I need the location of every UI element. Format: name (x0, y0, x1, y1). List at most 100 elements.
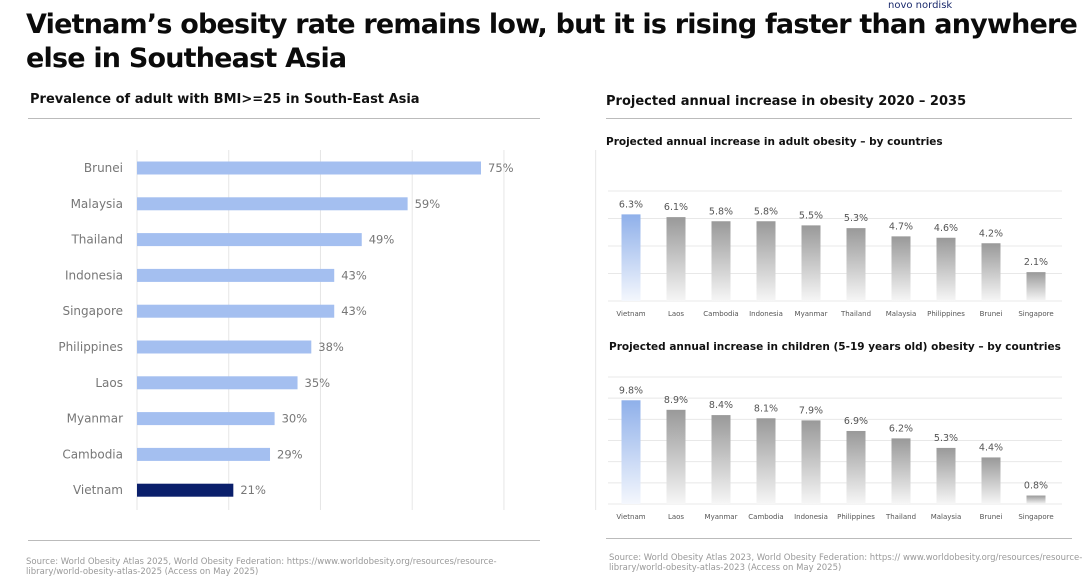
category-label: Vietnam (73, 483, 123, 497)
bar (981, 243, 1001, 301)
bar (756, 221, 776, 301)
bar (846, 430, 866, 504)
left-heading-rule (28, 118, 540, 119)
data-label: 6.3% (619, 199, 643, 210)
data-label: 75% (488, 161, 514, 175)
category-label: Laos (668, 513, 684, 521)
left-source: Source: World Obesity Atlas 2025, World … (26, 557, 497, 577)
bar (137, 340, 312, 354)
right-source-line: Source: World Obesity Atlas 2023, World … (609, 553, 1083, 563)
bar (137, 412, 275, 426)
category-label: Cambodia (703, 310, 738, 318)
data-label: 7.9% (799, 405, 823, 416)
category-label: Philippines (927, 310, 965, 318)
bar (711, 415, 731, 504)
right-source-rule (606, 538, 1072, 539)
category-label: Vietnam (616, 310, 645, 318)
left-chart-heading: Prevalence of adult with BMI>=25 in Sout… (30, 92, 420, 107)
data-label: 5.3% (934, 433, 958, 444)
data-label: 6.1% (664, 202, 688, 213)
bar (756, 418, 776, 504)
category-label: Singapore (62, 304, 123, 318)
data-label: 8.1% (754, 403, 778, 414)
category-label: Indonesia (749, 310, 783, 318)
data-label: 5.3% (844, 213, 868, 224)
bar (621, 214, 641, 301)
category-label: Myanmar (795, 310, 828, 318)
data-label: 4.2% (979, 228, 1003, 239)
data-label: 4.4% (979, 442, 1003, 453)
data-label: 8.4% (709, 400, 733, 411)
bar (846, 228, 866, 301)
category-label: Brunei (980, 310, 1003, 318)
bar (137, 161, 481, 175)
category-label: Philippines (837, 513, 875, 521)
category-label: Thailand (840, 310, 871, 318)
bar (137, 483, 234, 497)
category-label: Malaysia (886, 310, 917, 318)
category-label: Malaysia (931, 513, 962, 521)
bar (891, 236, 911, 301)
novo-nordisk-logo: novo nordisk (888, 0, 953, 11)
category-label: Laos (668, 310, 684, 318)
bar (1026, 272, 1046, 301)
bar (137, 447, 271, 461)
data-label: 8.9% (664, 395, 688, 406)
data-label: 38% (318, 340, 344, 354)
data-label: 29% (277, 447, 303, 461)
data-label: 21% (240, 483, 266, 497)
category-label: Malaysia (71, 197, 123, 211)
data-label: 6.2% (889, 423, 913, 434)
bar (936, 447, 956, 504)
bar (137, 233, 362, 247)
category-label: Thailand (70, 233, 123, 247)
data-label: 0.8% (1024, 481, 1048, 492)
category-label: Thailand (885, 513, 916, 521)
bar (137, 376, 298, 390)
category-label: Brunei (84, 161, 123, 175)
data-label: 5.8% (754, 206, 778, 217)
right-heading-rule (606, 118, 1072, 119)
data-label: 49% (369, 233, 395, 247)
right-source-line: library/world-obesity-atlas-2023 (Access… (609, 563, 842, 573)
category-label: Cambodia (62, 447, 123, 461)
data-label: 9.8% (619, 385, 643, 396)
bar (666, 217, 686, 301)
bar (981, 457, 1001, 504)
right-source: Source: World Obesity Atlas 2023, World … (609, 553, 1082, 573)
left-source-rule (28, 540, 540, 541)
left-source-line: Source: World Obesity Atlas 2025, World … (26, 557, 497, 567)
page-title: Vietnam’s obesity rate remains low, but … (26, 9, 1078, 74)
data-label: 43% (341, 304, 367, 318)
category-label: Brunei (980, 513, 1003, 521)
category-label: Singapore (1018, 513, 1053, 521)
data-label: 35% (305, 376, 331, 390)
category-label: Philippines (58, 340, 123, 354)
bar (621, 400, 641, 504)
bar (137, 304, 335, 318)
bar (137, 268, 335, 282)
bar (1026, 495, 1046, 504)
data-label: 4.6% (934, 223, 958, 234)
bar (936, 237, 956, 301)
data-label: 5.5% (799, 210, 823, 221)
data-label: 30% (282, 412, 308, 426)
adult-chart-title: Projected annual increase in adult obesi… (606, 136, 943, 148)
left-source-line: library/world-obesity-atlas-2025 (Access… (26, 567, 259, 577)
data-label: 6.9% (844, 416, 868, 427)
category-label: Myanmar (705, 513, 738, 521)
category-label: Laos (95, 376, 123, 390)
bar (711, 221, 731, 301)
data-label: 43% (341, 268, 367, 282)
category-label: Cambodia (748, 513, 783, 521)
data-label: 5.8% (709, 206, 733, 217)
data-label: 2.1% (1024, 257, 1048, 268)
bar (137, 197, 408, 211)
bar (801, 225, 821, 301)
category-label: Singapore (1018, 310, 1053, 318)
data-label: 4.7% (889, 221, 913, 232)
bar (666, 409, 686, 504)
bar (891, 438, 911, 504)
category-label: Vietnam (616, 513, 645, 521)
